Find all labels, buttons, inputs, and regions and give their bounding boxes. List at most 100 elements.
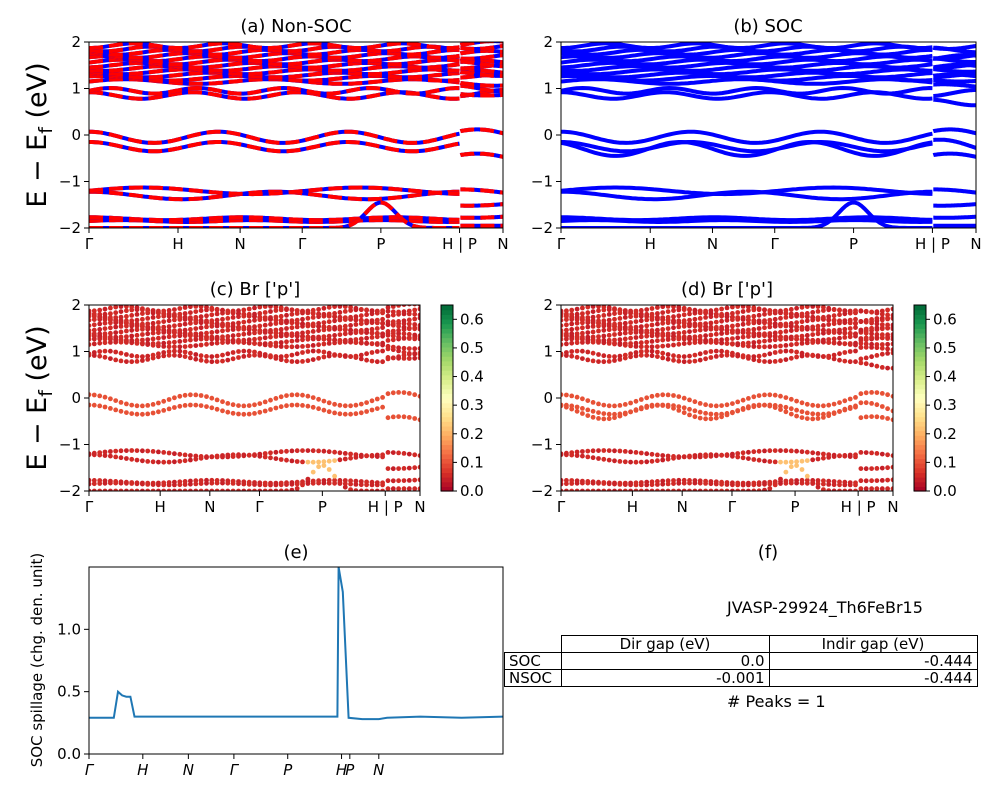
b-ytick-label: −2 [531,219,553,237]
d-point [756,358,762,364]
d-point [879,415,885,420]
d-point [655,488,660,491]
d-point [740,328,746,333]
d-point [778,329,783,335]
c-point [156,449,161,455]
d-point [815,323,821,329]
d-point [606,411,612,417]
d-point [622,324,628,330]
d-point [879,335,885,341]
d-point [799,311,805,317]
c-point [321,349,327,355]
c-point [209,334,215,340]
a-ytick-label: 0 [71,126,81,144]
c-xtick-label: H | P [368,498,403,516]
d-point [649,348,655,354]
d-point [574,478,580,484]
c-point [262,408,268,414]
c-point [220,316,225,322]
d-point [837,409,842,414]
d-point [735,322,741,328]
d-point [730,305,735,310]
d-cbar-cell [914,379,926,385]
d-point [606,305,612,310]
c-point [198,403,204,408]
c-point [102,306,108,312]
c-point [241,411,247,417]
c-point [332,352,337,357]
c-cbar-cell [441,486,453,492]
c-point [380,325,385,330]
d-point [890,393,893,399]
a-bands [89,42,503,234]
d-point [772,321,778,327]
d-point [569,393,575,399]
d-point [772,316,778,322]
panel-b-title: (b) SOC [733,16,802,37]
c-point [246,318,252,324]
d-point [590,318,596,323]
d-point [751,354,757,359]
a-band-6-red [459,151,503,159]
c-point [129,411,135,416]
d-point [612,311,617,316]
c-point [262,454,268,460]
d-cbar-cell [914,365,926,371]
d-point [606,327,612,333]
c-point [289,480,295,485]
c-point [321,320,327,325]
d-point [853,488,858,491]
d-point [655,479,660,484]
d-point [783,343,789,348]
d-point [655,311,660,316]
ylabel-row1: E − Ef (eV) [22,62,57,207]
a-band-0-blue [460,232,503,234]
c-point [193,352,199,357]
d-point [890,336,893,342]
gap-table-col-dir: Dir gap (eV) [560,635,770,653]
d-point [778,448,783,453]
d-point [890,322,893,328]
c-point [310,329,316,334]
c-point [294,344,300,350]
c-point [417,486,420,491]
d-point [799,409,805,415]
c-point [273,321,279,326]
c-point [220,478,225,483]
d-point [858,415,864,421]
d-point [842,479,848,485]
c-point [289,448,295,454]
c-point [390,355,396,361]
c-point [166,352,172,358]
c-point [108,311,113,316]
c-point [108,330,113,336]
c-point [145,411,151,417]
d-point [842,341,848,346]
d-point [751,313,757,319]
d-point [788,321,794,326]
d-point [612,358,617,363]
d-point [569,406,575,412]
c-point [134,403,140,409]
d-point [799,400,805,406]
c-point [172,333,177,339]
c-point [348,354,353,359]
d-point [751,340,757,345]
d-point [756,339,762,345]
d-point [794,413,799,419]
c-cbar-cell [441,425,453,432]
d-point [772,392,778,398]
d-point [815,411,821,417]
c-point [230,315,236,320]
c-point [108,488,113,491]
d-point [826,305,832,311]
d-point [858,319,864,324]
c-point [145,448,151,454]
d-point [804,458,810,463]
c-point [209,354,215,359]
c-point [268,397,273,403]
d-point [794,463,799,468]
d-cbar-cell [914,374,926,380]
c-point [401,349,407,355]
c-point [310,315,316,320]
